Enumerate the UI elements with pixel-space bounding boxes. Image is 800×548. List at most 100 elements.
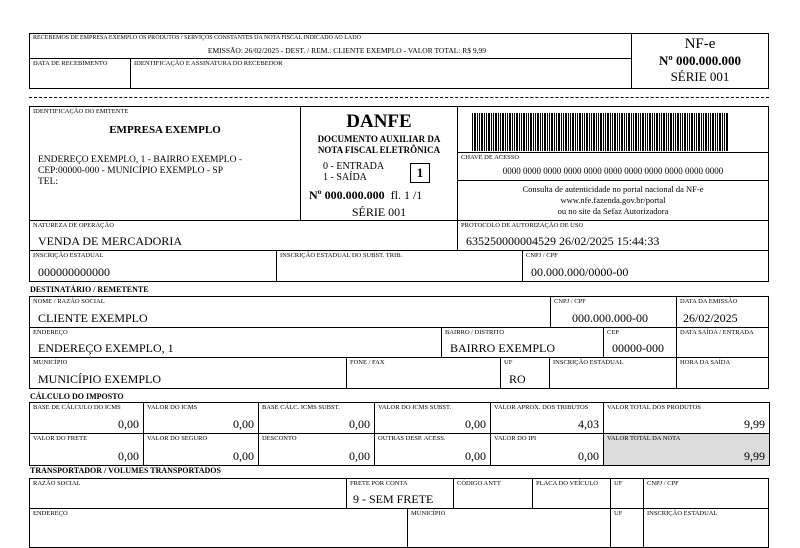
barcode-bar [577,113,578,151]
label: PLACA DO VEÍCULO [536,480,598,487]
barcode-bar [656,113,658,151]
nfe-series: SÉRIE 001 [670,69,730,84]
barcode-bar [568,113,569,151]
recipient-address: ENDEREÇO ENDEREÇO EXEMPLO, 1 [29,327,442,358]
consulta-box: Consulta de autenticidade no portal naci… [457,180,769,221]
received-text: RECEBEMOS DE EMPRESA EXEMPLO OS PRODUTOS… [33,35,361,41]
barcode-bar [647,113,648,151]
barcode-bar [584,113,585,151]
label: ENDEREÇO [33,510,68,517]
barcode-bar [654,113,655,151]
label: BAIRRO / DISTRITO [445,329,505,336]
barcode-bar [593,113,595,151]
value: 0,00 [233,417,254,431]
label: IDENTIFICAÇÃO E ASSINATURA DO RECEBEDOR [134,60,283,67]
label: UF [614,480,623,487]
label: VALOR APROX. DOS TRIBUTOS [494,404,589,411]
danfe-page: fl. 1 /1 [390,188,423,202]
label: CEP [607,329,619,336]
barcode-bar [561,113,562,151]
value: CLIENTE EXEMPLO [38,311,148,325]
barcode-bar [572,113,574,151]
operation-type: 1 [410,163,430,183]
barcode-bar [638,113,639,151]
recipient-saida: DATA SAÍDA / ENTRADA [676,327,769,358]
barcode-bar [640,113,641,151]
value: 0,00 [465,449,486,463]
label: ENDEREÇO [33,329,68,336]
barcode-bar [724,113,725,151]
label: VALOR TOTAL DA NOTA [607,435,681,442]
barcode-bar [687,113,688,151]
value: 00.000.000/0000-00 [531,265,629,279]
label: OUTRAS DESP. ACESS. [378,435,446,442]
natureza-cell: NATUREZA DE OPERAÇÃO VENDA DE MERCADORIA [29,220,458,251]
barcode-bar [698,113,700,151]
barcode-bar [649,113,651,151]
label: MUNICÍPIO [33,359,68,366]
recipient-hora: HORA DA SAÍDA [676,357,769,389]
tax-cell: VALOR DO ICMS 0,00 [143,402,259,434]
nfe-number: Nº 000.000.000 [659,53,741,68]
barcode-bar [563,113,564,151]
tel: TEL: [38,177,59,187]
barcode-bar [502,113,504,151]
barcode-bar [684,113,686,151]
barcode-bar [619,113,620,151]
barcode-bar [474,113,476,151]
transport-uf: UF [610,478,644,509]
barcode-bar [493,113,494,151]
cnpj-cell: CNPJ / CPF 00.000.000/0000-00 [522,250,769,282]
label: VALOR TOTAL DOS PRODUTOS [607,404,701,411]
barcode-bar [675,113,676,151]
barcode-bar [617,113,618,151]
recipient-ie: INSCRIÇÃO ESTADUAL [549,357,677,389]
barcode-bar [712,113,714,151]
tax-cell: VALOR DO SEGURO 0,00 [143,433,259,466]
barcode-bar [535,113,536,151]
barcode-bar [607,113,609,151]
barcode-bar [491,113,492,151]
section-title-transport: TRANSPORTADOR / VOLUMES TRANSPORTADOS [30,466,221,475]
barcode-bar [635,113,637,151]
address-line: CEP:00000-000 - MUNICÍPIO EXEMPLO - SP [38,166,223,176]
transport-cnpj: CNPJ / CPF [643,478,769,509]
consulta-text: Consulta de autenticidade no portal naci… [522,184,704,194]
barcode-bar [673,113,674,151]
label: VALOR DO ICMS [147,404,198,411]
value: VENDA DE MERCADORIA [38,234,182,248]
danfe-subtitle: NOTA FISCAL ELETRÔNICA [317,145,441,155]
barcode-bar [631,113,632,151]
label: VALOR DO IPI [494,435,537,442]
barcode-bar [530,113,532,151]
section-title-recipient: DESTINATÁRIO / REMETENTE [30,285,149,294]
receipt-stub: RECEBEMOS DE EMPRESA EXEMPLO OS PRODUTOS… [29,33,632,59]
barcode-bar [668,113,669,151]
tax-cell: VALOR TOTAL DA NOTA 9,99 [603,433,770,466]
barcode-bar [519,113,520,151]
access-key-box: CHAVE DE ACESSO 0000 0000 0000 0000 0000… [457,152,769,181]
barcode-bar [586,113,588,151]
barcode-bar [549,113,550,151]
entrada-label: 0 - ENTRADA [323,161,385,172]
label: CÓDIGO ANTT [457,480,501,487]
label: CNPJ / CPF [526,252,558,259]
value: 635250000004529 26/02/2025 15:44:33 [466,234,660,248]
danfe-box: DANFE DOCUMENTO AUXILIAR DA NOTA FISCAL … [300,106,458,221]
barcode-bar [677,113,679,151]
barcode-bar [600,113,602,151]
label: DATA SAÍDA / ENTRADA [680,329,754,336]
label: UF [614,510,623,517]
danfe-number: Nº 000.000.000 [309,188,385,202]
recipient-bairro: BAIRRO / DISTRITO BAIRRO EXEMPLO [441,327,604,358]
danfe-title: DANFE [346,111,412,132]
value: 0,00 [118,449,139,463]
barcode-bar [645,113,646,151]
emitter-address: ENDEREÇO EXEMPLO, 1 - BAIRRO EXEMPLO - C… [38,155,242,188]
value: 00000-000 [612,341,664,355]
barcode-bar [528,113,529,151]
label: CNPJ / CPF [554,298,586,305]
tax-cell: VALOR DO IPI 0,00 [490,433,604,466]
barcode-bar [621,113,623,151]
barcode-bar [680,113,681,151]
